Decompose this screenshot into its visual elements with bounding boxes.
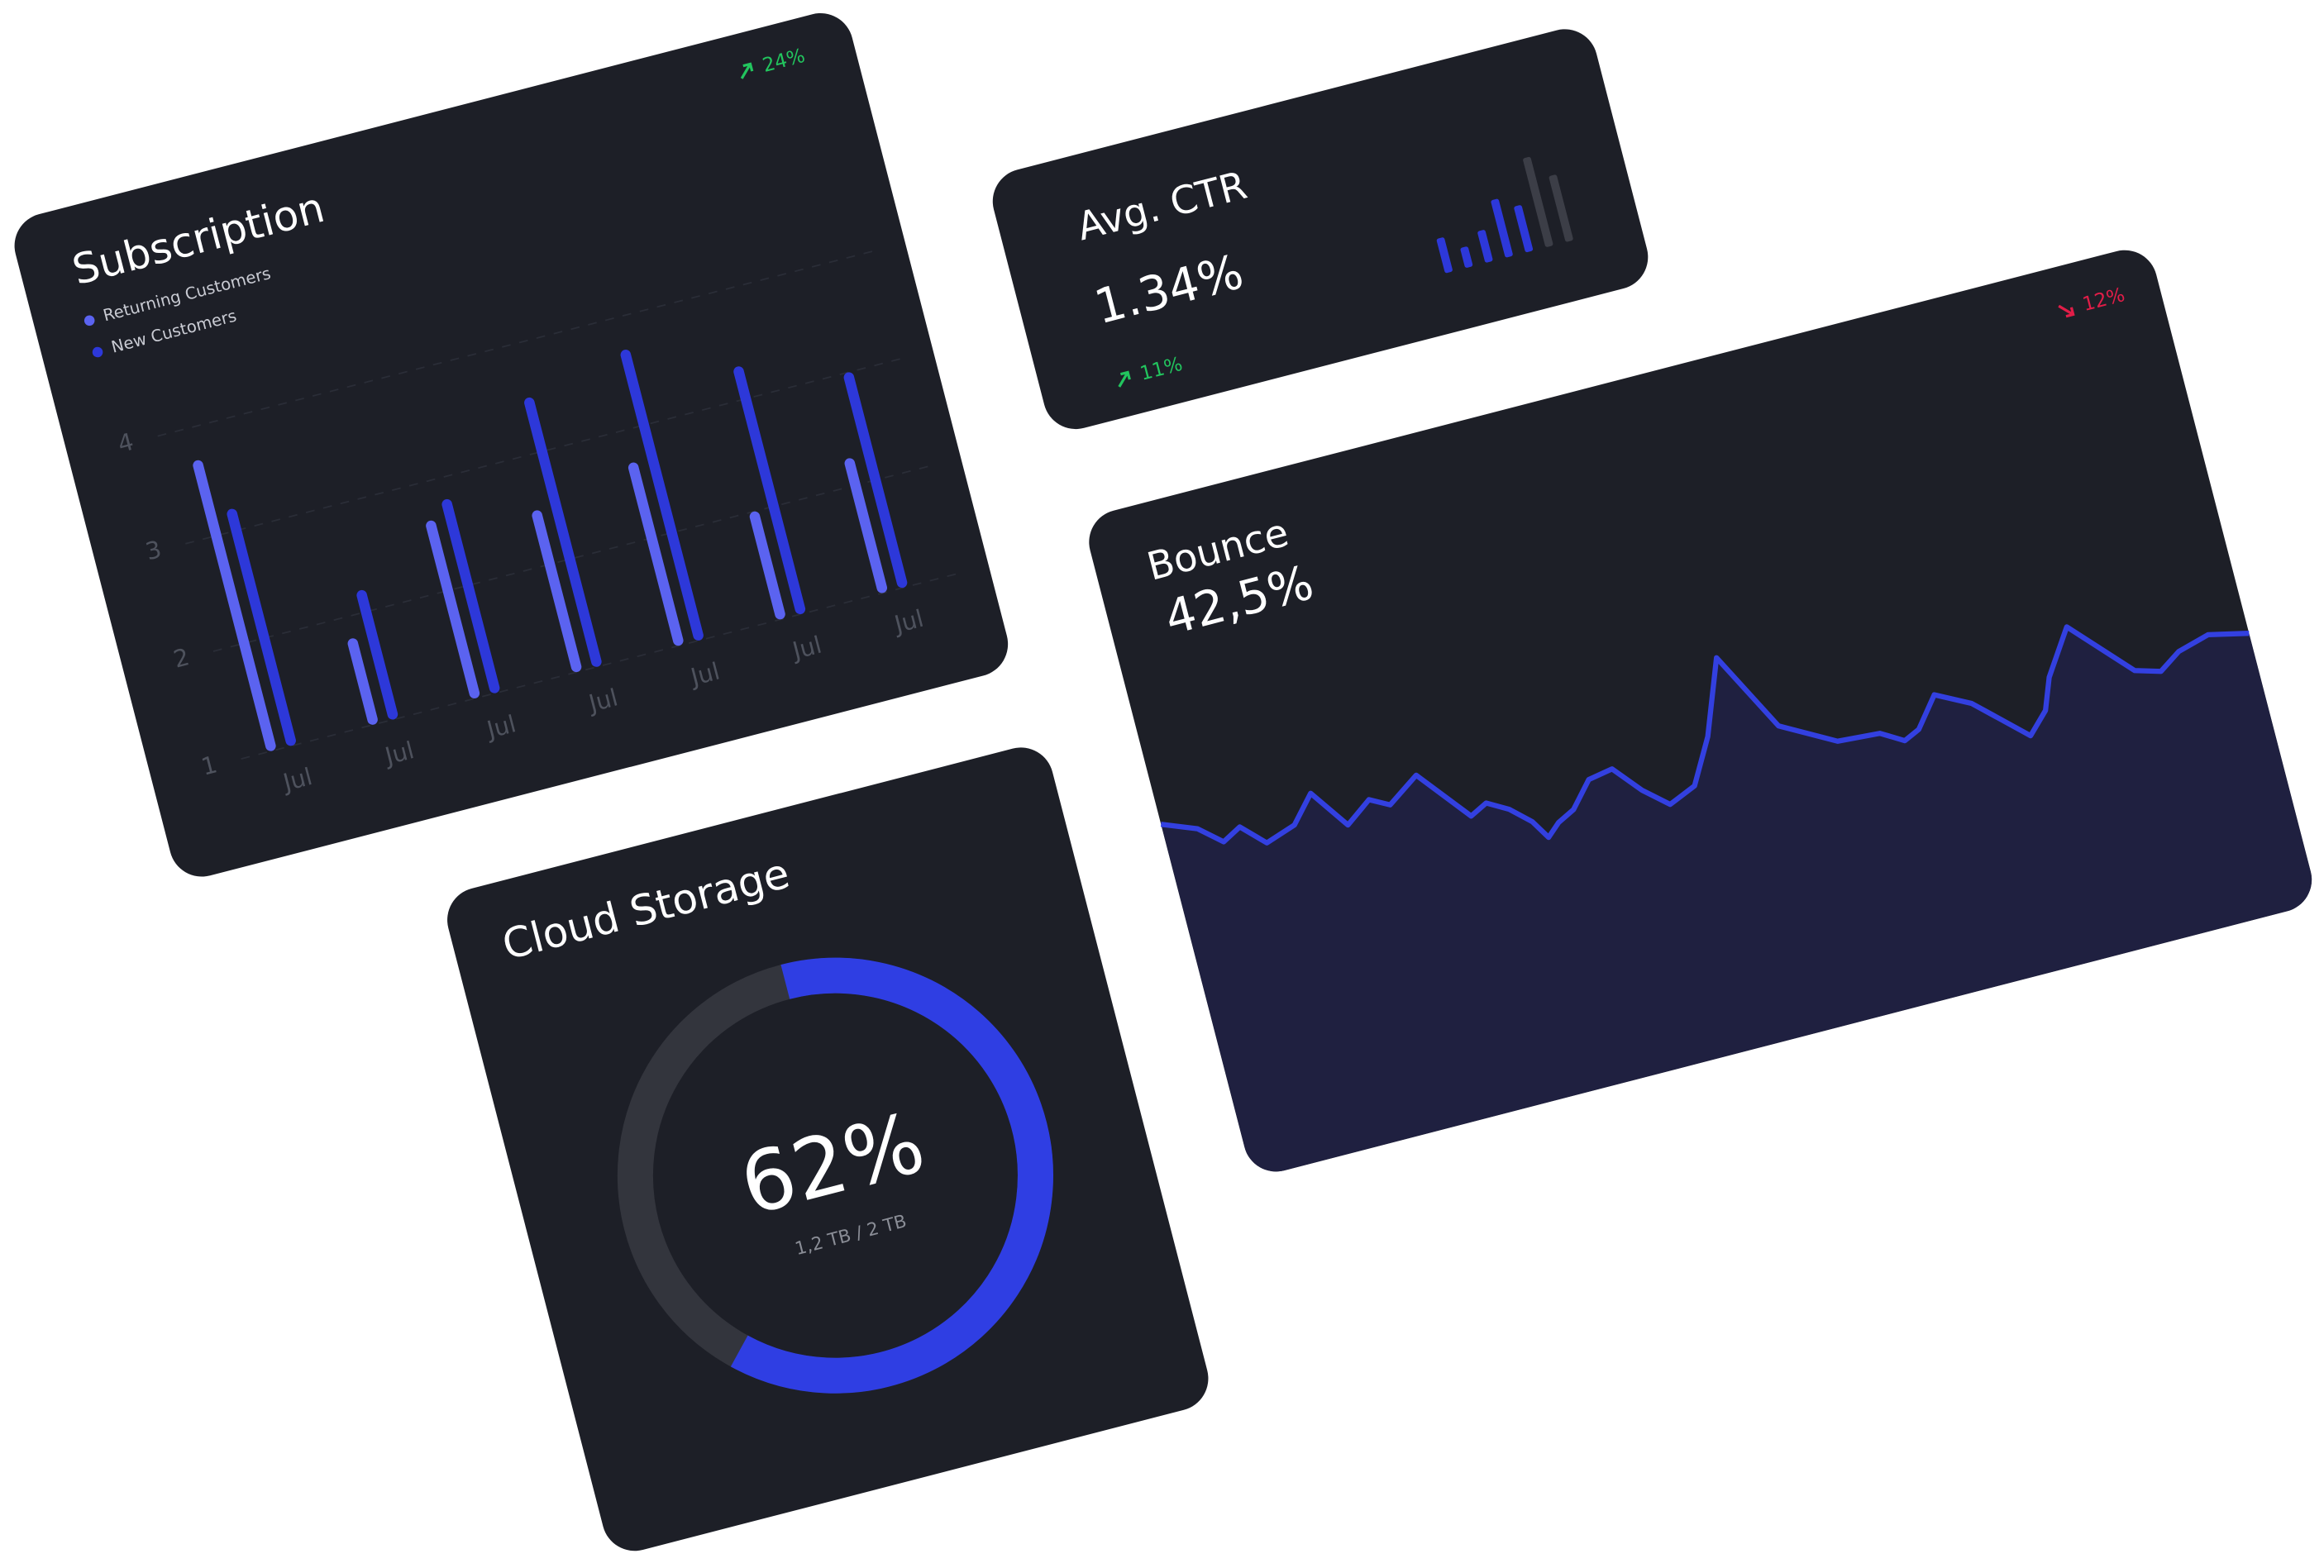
bar: [426, 520, 480, 698]
change-arrow: [2058, 304, 2075, 318]
bar: [749, 511, 785, 620]
spark-bar: [1460, 246, 1473, 268]
bar: [844, 458, 888, 593]
spark-bar: [1477, 230, 1493, 263]
bar: [441, 498, 500, 693]
card-background: [992, 29, 1649, 430]
bar: [356, 589, 398, 720]
card-background: [447, 747, 1209, 1551]
legend-dot: [84, 315, 95, 326]
change-arrow: [740, 62, 754, 79]
spark-bar: [1523, 156, 1553, 247]
bar: [620, 350, 704, 641]
legend-dot: [92, 346, 103, 358]
bar: [843, 372, 908, 589]
spark-bar: [1491, 198, 1513, 258]
area-fill: [1161, 627, 2319, 1179]
change-arrow: [1118, 370, 1131, 388]
bar: [532, 510, 582, 673]
bar: [347, 638, 378, 725]
spark-bar: [1436, 237, 1453, 274]
spark-bar: [1549, 174, 1573, 242]
card-background: [14, 12, 1009, 877]
bar: [193, 460, 276, 751]
bar: [524, 397, 602, 667]
spark-bar: [1514, 205, 1534, 253]
line: [1160, 624, 2250, 846]
bar: [227, 508, 296, 746]
bar: [733, 366, 806, 615]
bar: [628, 462, 684, 646]
donut-arc: [730, 957, 1053, 1394]
